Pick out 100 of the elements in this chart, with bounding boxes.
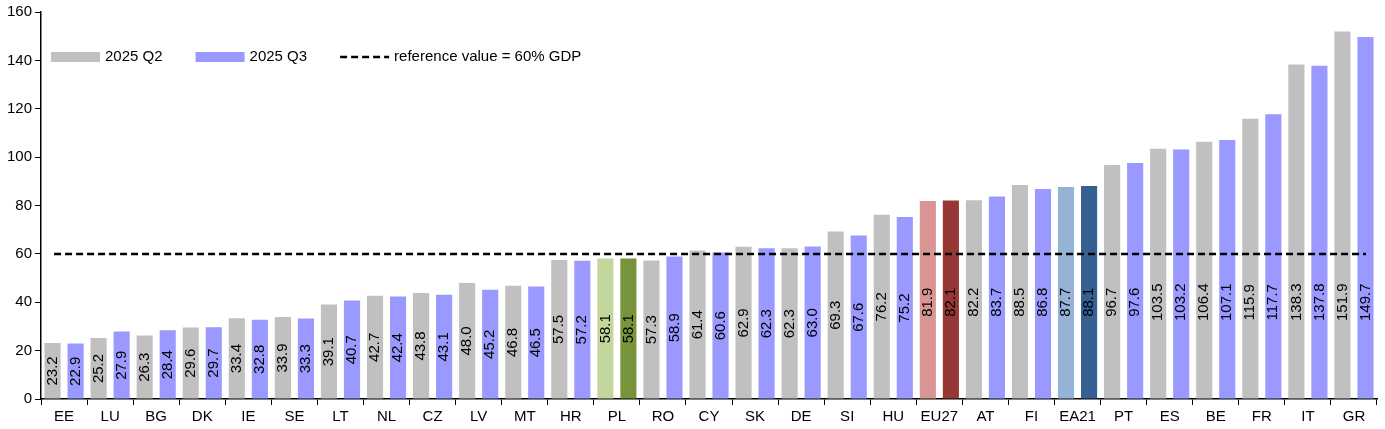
bar	[320, 304, 338, 399]
bar	[574, 260, 591, 399]
data-label: 57.2	[572, 315, 590, 345]
data-label: 88.5	[1010, 287, 1028, 317]
data-label: 28.4	[157, 350, 175, 380]
bar	[942, 200, 959, 399]
x-tick-label: CY	[698, 407, 720, 425]
data-label: 87.7	[1056, 287, 1074, 317]
x-tick-label: DK	[191, 407, 213, 425]
x-tick-label: EU27	[920, 407, 959, 425]
x-tick-label: LU	[100, 407, 120, 425]
data-label: 57.3	[641, 315, 659, 345]
data-label: 33.9	[273, 343, 291, 373]
data-label: 61.4	[687, 310, 705, 340]
bar	[1173, 149, 1190, 399]
x-tick-label: NL	[376, 407, 397, 425]
data-label: 103.2	[1171, 283, 1189, 322]
bar	[343, 300, 361, 399]
y-tick-label: 60	[15, 244, 33, 262]
data-label: 26.3	[134, 352, 152, 382]
data-label: 29.6	[180, 348, 198, 378]
bar	[643, 260, 660, 399]
data-label: 23.2	[42, 356, 60, 386]
bar	[482, 289, 499, 399]
bar	[528, 286, 545, 399]
bar	[1011, 184, 1029, 399]
data-label: 27.9	[111, 350, 129, 380]
data-label: 137.8	[1309, 283, 1327, 322]
bar	[689, 250, 706, 399]
data-label: 22.9	[65, 356, 83, 386]
y-tick-label: 160	[7, 2, 33, 20]
x-tick-label: EE	[54, 407, 75, 425]
data-label: 42.4	[388, 333, 406, 363]
x-tick-label: IT	[1301, 407, 1315, 425]
x-tick-label: GR	[1342, 407, 1366, 425]
data-label: 46.8	[503, 327, 521, 357]
bar	[735, 246, 752, 399]
data-label: 103.5	[1148, 283, 1166, 322]
y-tick-label: 80	[15, 195, 33, 213]
data-label: 43.8	[411, 331, 429, 361]
data-label: 75.2	[894, 293, 912, 323]
data-label: 151.9	[1332, 283, 1350, 322]
bar	[505, 285, 522, 399]
bar	[1057, 186, 1075, 399]
x-tick-label: ES	[1159, 407, 1180, 425]
bar	[459, 282, 476, 399]
y-tick-label: 0	[23, 389, 33, 407]
data-label: 33.4	[226, 344, 244, 374]
bar	[666, 256, 683, 399]
bar	[919, 200, 936, 399]
data-label: 97.6	[1125, 287, 1143, 317]
data-label: 106.4	[1194, 283, 1212, 322]
bar	[827, 231, 844, 399]
x-tick-label: HU	[882, 407, 905, 425]
data-label: 46.5	[526, 328, 544, 358]
legend-label: reference value = 60% GDP	[394, 47, 582, 65]
data-label: 25.2	[88, 353, 106, 384]
x-tick-label: LT	[332, 407, 349, 425]
bar	[1196, 141, 1213, 399]
bar	[1127, 162, 1144, 399]
x-tick-label: SE	[284, 407, 305, 425]
x-tick-label: BG	[145, 407, 168, 425]
bar	[389, 296, 407, 399]
bar	[712, 252, 729, 399]
y-tick-label: 20	[15, 340, 33, 358]
x-tick-label: FI	[1024, 407, 1039, 425]
x-tick-label: RO	[651, 407, 675, 425]
x-tick-label: FR	[1251, 407, 1272, 425]
bar	[873, 214, 890, 399]
data-label: 33.3	[296, 344, 314, 374]
x-tick-label: SK	[745, 407, 766, 425]
data-label: 39.1	[319, 337, 337, 367]
bar	[1219, 139, 1236, 399]
data-label: 88.1	[1079, 287, 1097, 317]
data-label: 83.7	[987, 287, 1005, 317]
data-label: 58.9	[664, 313, 682, 343]
data-label: 29.7	[203, 348, 221, 378]
data-label: 69.3	[825, 300, 843, 330]
data-label: 45.2	[480, 329, 498, 359]
data-label: 62.3	[779, 309, 797, 339]
bar	[758, 248, 775, 399]
bar	[1334, 31, 1351, 399]
bar	[896, 217, 913, 399]
x-tick-label: IE	[241, 407, 256, 425]
legend-label: 2025 Q2	[105, 47, 163, 65]
bar	[366, 295, 384, 399]
bar	[1311, 65, 1328, 399]
data-label: 63.0	[802, 308, 820, 338]
x-tick-label: SI	[840, 407, 855, 425]
data-label: 81.9	[917, 287, 935, 317]
data-label: 42.7	[365, 332, 383, 362]
x-tick-label: HR	[559, 407, 582, 425]
data-label: 58.1	[618, 314, 636, 344]
data-label: 67.6	[848, 302, 866, 332]
y-tick-label: 100	[7, 147, 33, 165]
bar	[597, 258, 614, 399]
data-label: 32.8	[249, 344, 267, 374]
x-tick-label: PT	[1114, 407, 1134, 425]
bar	[1150, 148, 1167, 399]
bar	[413, 293, 430, 399]
